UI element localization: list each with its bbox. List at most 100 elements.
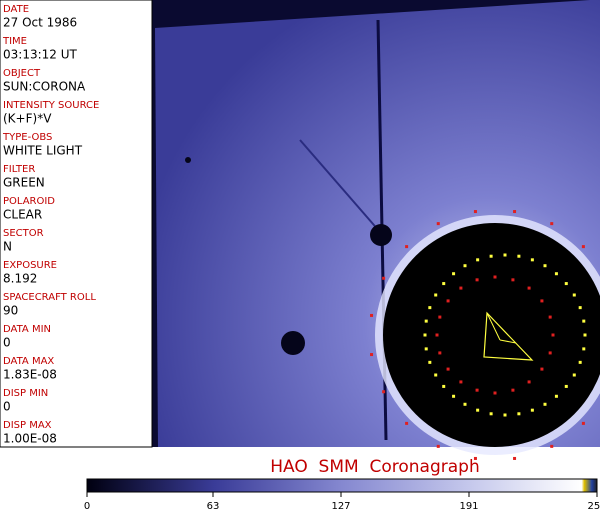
field-value: 27 Oct 1986 [3, 16, 77, 30]
marker [405, 245, 409, 249]
marker [435, 333, 439, 337]
marker [446, 299, 450, 303]
marker [452, 272, 456, 276]
marker [473, 456, 477, 460]
marker [543, 402, 547, 406]
marker [503, 253, 507, 257]
marker [527, 286, 531, 290]
colorbar [86, 478, 598, 493]
field-value: 0 [3, 336, 11, 350]
marker [475, 278, 479, 282]
marker [548, 315, 552, 319]
marker [517, 412, 521, 416]
marker [578, 360, 582, 364]
marker [550, 222, 554, 226]
marker [434, 293, 438, 297]
marker [424, 347, 428, 351]
marker [581, 421, 585, 425]
marker [530, 408, 534, 412]
marker [564, 282, 568, 286]
marker [405, 421, 409, 425]
marker [459, 380, 463, 384]
marker [554, 394, 558, 398]
field-value: CLEAR [3, 208, 42, 222]
marker [442, 282, 446, 286]
tick-label: 0 [84, 501, 90, 512]
marker [551, 333, 555, 337]
marker [578, 306, 582, 310]
marker [436, 222, 440, 226]
field-label: POLAROID [3, 196, 55, 207]
marker [548, 351, 552, 355]
marker [463, 264, 467, 268]
marker [564, 384, 568, 388]
tick-label: 127 [331, 501, 350, 512]
title: HAO SMM Coronagraph [270, 457, 479, 477]
field-label: FILTER [3, 164, 35, 175]
marker [423, 333, 427, 337]
marker [503, 413, 507, 417]
marker [434, 373, 438, 377]
field-value: N [3, 240, 12, 254]
field-label: INTENSITY SOURCE [3, 100, 99, 111]
field-label: DISP MIN [3, 388, 48, 399]
field-label: SECTOR [3, 228, 44, 239]
marker [382, 390, 386, 394]
marker [513, 210, 517, 214]
field-label: OBJECT [3, 68, 41, 79]
field-value: 90 [3, 304, 18, 318]
marker [511, 278, 515, 282]
tick-label: 191 [459, 501, 478, 512]
field-label: DISP MAX [3, 420, 52, 431]
marker [489, 412, 493, 416]
marker [493, 275, 497, 279]
marker [459, 286, 463, 290]
marker [473, 210, 477, 214]
field-value: (K+F)*V [3, 112, 52, 126]
marker [530, 258, 534, 262]
marker [540, 299, 544, 303]
field-value: 1.83E-08 [3, 368, 57, 382]
marker [370, 313, 374, 317]
field-label: DATA MAX [3, 356, 54, 367]
marker [540, 367, 544, 371]
marker [513, 456, 517, 460]
marker [517, 254, 521, 258]
tick-label: 255 [587, 501, 600, 512]
marker [582, 319, 586, 323]
marker [554, 272, 558, 276]
field-label: EXPOSURE [3, 260, 57, 271]
marker [370, 353, 374, 357]
marker [550, 444, 554, 448]
marker [583, 333, 587, 337]
marker [582, 347, 586, 351]
field-label: DATE [3, 4, 29, 15]
coronagraph-image [152, 0, 600, 460]
marker [452, 394, 456, 398]
tick-label: 63 [207, 501, 220, 512]
marker [475, 388, 479, 392]
marker [438, 315, 442, 319]
field-value: 1.00E-08 [3, 432, 57, 446]
field-label: TYPE-OBS [2, 132, 52, 143]
marker [572, 293, 576, 297]
field-value: 03:13:12 UT [3, 48, 77, 62]
field-value: 8.192 [3, 272, 37, 286]
marker [476, 408, 480, 412]
marker [382, 276, 386, 280]
marker [463, 402, 467, 406]
marker [493, 391, 497, 395]
info-panel [0, 0, 153, 448]
marker [511, 388, 515, 392]
marker [428, 306, 432, 310]
field-value: WHITE LIGHT [3, 144, 83, 158]
marker [446, 367, 450, 371]
marker [436, 444, 440, 448]
marker [572, 373, 576, 377]
field-value: 0 [3, 400, 11, 414]
marker [543, 264, 547, 268]
marker [489, 254, 493, 258]
field-value: SUN:CORONA [3, 80, 86, 94]
